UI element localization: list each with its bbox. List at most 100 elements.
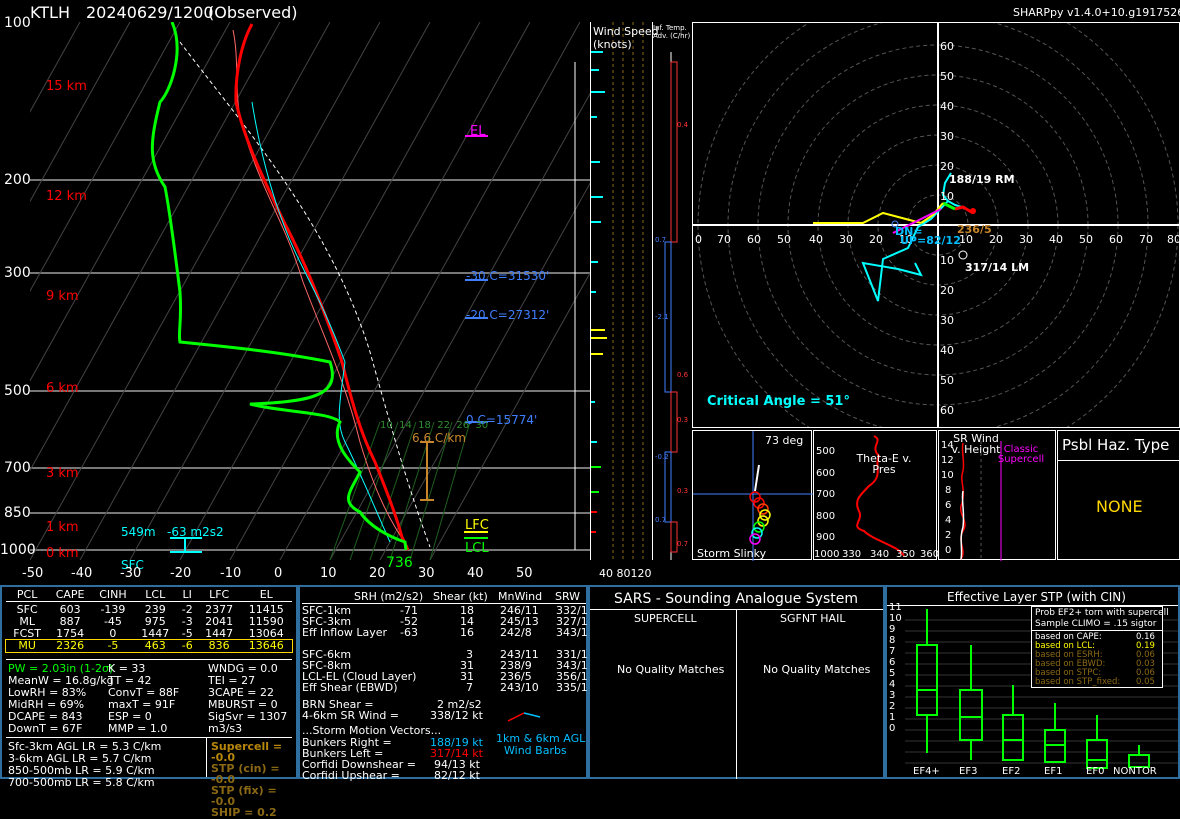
row-label: SFC-1km bbox=[302, 604, 352, 617]
shear-value: 18 bbox=[460, 604, 474, 617]
stp-legend-label: based on EBWD: bbox=[1035, 659, 1106, 669]
table-cell: ML bbox=[19, 615, 35, 628]
stp-legend-subtitle: Sample CLIMO = .15 sigtor bbox=[1035, 619, 1157, 629]
sounding-status: (Observed) bbox=[208, 3, 298, 22]
bunkers-left-value: 317/14 kt bbox=[430, 747, 483, 760]
thermo-index: maxT = 91F bbox=[108, 698, 176, 711]
station-id: KTLH bbox=[30, 3, 70, 22]
table-cell: 2377 bbox=[205, 603, 234, 616]
hodo-x-tick: 40 bbox=[809, 233, 823, 246]
sr-wind-y-label: 14 bbox=[941, 440, 954, 451]
hodo-x-tick: 10 bbox=[959, 233, 973, 246]
table-row: ML 887 -45 975 -3 2041 11590 bbox=[6, 616, 292, 628]
height-label-0km: 0 km bbox=[46, 546, 79, 561]
hodo-ring-label: 10 bbox=[940, 254, 954, 267]
bunkers-right-value: 188/19 kt bbox=[430, 736, 483, 749]
srw-value: 331/15 bbox=[556, 648, 595, 661]
srw-value: 335/15 bbox=[556, 681, 595, 694]
corfidi-down-value: 94/13 kt bbox=[434, 758, 480, 771]
thermo-header-row: PCL CAPE CINH LCL LI LFC EL bbox=[6, 589, 292, 602]
wind-speed-panel: Wind Speed (knots) bbox=[590, 22, 659, 560]
srw-value: 343/15 bbox=[556, 659, 595, 672]
theta-e-title: Theta-E v. Pres bbox=[856, 452, 912, 476]
stp-legend-value: 0.06 bbox=[1136, 650, 1155, 660]
kin-header-srw: SRW bbox=[555, 590, 581, 603]
shear-value: 3 bbox=[466, 648, 473, 661]
pressure-label-100: 100 bbox=[4, 15, 31, 31]
table-cell: 2326 bbox=[56, 639, 85, 652]
stp-y-label: 1 bbox=[889, 712, 896, 723]
shear-value: 31 bbox=[460, 659, 474, 672]
table-cell: 13646 bbox=[248, 639, 284, 652]
skewt-panel[interactable]: 100 200 300 500 700 850 1000 15 km 12 km… bbox=[0, 16, 590, 571]
table-row: SFC-6km 3 243/11 331/15 bbox=[302, 648, 595, 661]
hodo-ring-label: 30 bbox=[940, 130, 954, 143]
brn-shear-value: 2 m2/s2 bbox=[437, 698, 482, 711]
srh-value: -63 bbox=[400, 626, 418, 639]
height-label-9km: 9 km bbox=[46, 289, 79, 304]
pressure-label-700: 700 bbox=[4, 460, 31, 476]
inferred-temp-value: 0.3 bbox=[677, 487, 689, 495]
pressure-label-850: 850 bbox=[4, 505, 31, 521]
hodo-x-tick: 0 bbox=[695, 233, 702, 246]
inferred-temp-value: 0.6 bbox=[677, 371, 689, 379]
mnwind-value: 245/13 bbox=[500, 615, 539, 628]
stp-y-label: 3 bbox=[889, 690, 896, 701]
thermo-index: DCAPE = 843 bbox=[8, 710, 83, 723]
sr-wind-y-label: 10 bbox=[941, 470, 954, 481]
stp-prob-legend: Prob EF2+ torn with supercell Sample CLI… bbox=[1031, 606, 1169, 688]
sars-hail-header: SGFNT HAIL bbox=[780, 612, 846, 625]
table-cell: 463 bbox=[144, 639, 166, 652]
hodo-ring-label: 20 bbox=[940, 284, 954, 297]
table-row: FCST 1754 0 1447 -5 1447 13064 bbox=[6, 628, 292, 640]
hodo-ring-label: 60 bbox=[940, 40, 954, 53]
sars-hail-result: No Quality Matches bbox=[763, 663, 871, 676]
wind-speed-title: Wind Speed bbox=[593, 25, 659, 38]
theta-e-panel: Theta-E v. Pres 500 600 700 800 900 1000… bbox=[813, 430, 939, 560]
thermo-indices-col1: PW = 2.03in (1-2σ) MeanW = 16.8g/kg LowR… bbox=[8, 663, 114, 735]
lcl-label: LCL bbox=[465, 541, 489, 556]
inferred-temp-value: 0.7 bbox=[655, 516, 667, 524]
lapse-rate: Sfc-3km AGL LR = 5.3 C/km bbox=[8, 740, 162, 753]
ship-value: SHIP = 0.2 bbox=[211, 806, 277, 819]
stp-category: EF2 bbox=[1002, 766, 1021, 777]
stp-category: EF1 bbox=[1044, 766, 1063, 777]
srw-value: 332/16 bbox=[556, 604, 595, 617]
table-cell: 975 bbox=[144, 615, 166, 628]
sr-wind-y-label: 4 bbox=[945, 515, 952, 526]
hodo-x-tick: 60 bbox=[1109, 233, 1123, 246]
dgz-label-20: -20 C=27312' bbox=[466, 308, 550, 322]
mixing-ratio-labels: 10 14 18 22 26 30 bbox=[380, 420, 489, 431]
thermo-index: 3CAPE = 22 bbox=[208, 686, 274, 699]
thermo-index: ESP = 0 bbox=[108, 710, 152, 723]
stp-y-label: 11 bbox=[889, 602, 902, 613]
wind-speed-scale: 40 80120 bbox=[599, 567, 652, 580]
table-cell: -3 bbox=[181, 615, 193, 628]
mnwind-value: 243/11 bbox=[500, 648, 539, 661]
row-label: SFC-3km bbox=[302, 615, 352, 628]
hodograph-panel[interactable]: 60 50 40 30 20 10 10 20 30 40 50 60 0 70… bbox=[692, 22, 1180, 428]
srh-value: -52 bbox=[400, 615, 418, 628]
thermo-panel: PCL CAPE CINH LCL LI LFC EL SFC 603 -139… bbox=[0, 585, 298, 818]
brn-shear-label: BRN Shear = bbox=[302, 698, 374, 711]
classic-supercell-label: Classic Supercell bbox=[997, 444, 1045, 465]
temp-tick: -30 bbox=[120, 566, 142, 581]
stp-y-label: 2 bbox=[889, 701, 896, 712]
mnwind-value: 238/9 bbox=[500, 659, 532, 672]
theta-e-x-label: 330 bbox=[842, 549, 862, 560]
table-cell: 836 bbox=[208, 639, 230, 652]
thermo-indices-col3: WNDG = 0.0 TEI = 27 3CAPE = 22 MBURST = … bbox=[208, 663, 296, 735]
stp-cin: STP (cin) = -0.0 bbox=[211, 762, 280, 786]
row-label: SFC-8km bbox=[302, 659, 352, 672]
temp-tick: 50 bbox=[516, 566, 533, 581]
srw-46-value: 338/12 kt bbox=[430, 709, 483, 722]
mean-wind-label: 236/5 bbox=[957, 223, 992, 236]
theta-e-plot bbox=[856, 435, 905, 557]
inferred-temp-value: 0.4 bbox=[677, 121, 689, 129]
hodo-ring-label: 40 bbox=[940, 100, 954, 113]
inferred-temp-value: 0.7 bbox=[677, 540, 689, 548]
corfidi-up-label: Corfidi Upshear = bbox=[302, 769, 400, 782]
hodo-ring-label: 30 bbox=[940, 314, 954, 327]
hodo-ring-label: 50 bbox=[940, 70, 954, 83]
height-label-15km: 15 km bbox=[46, 79, 87, 94]
